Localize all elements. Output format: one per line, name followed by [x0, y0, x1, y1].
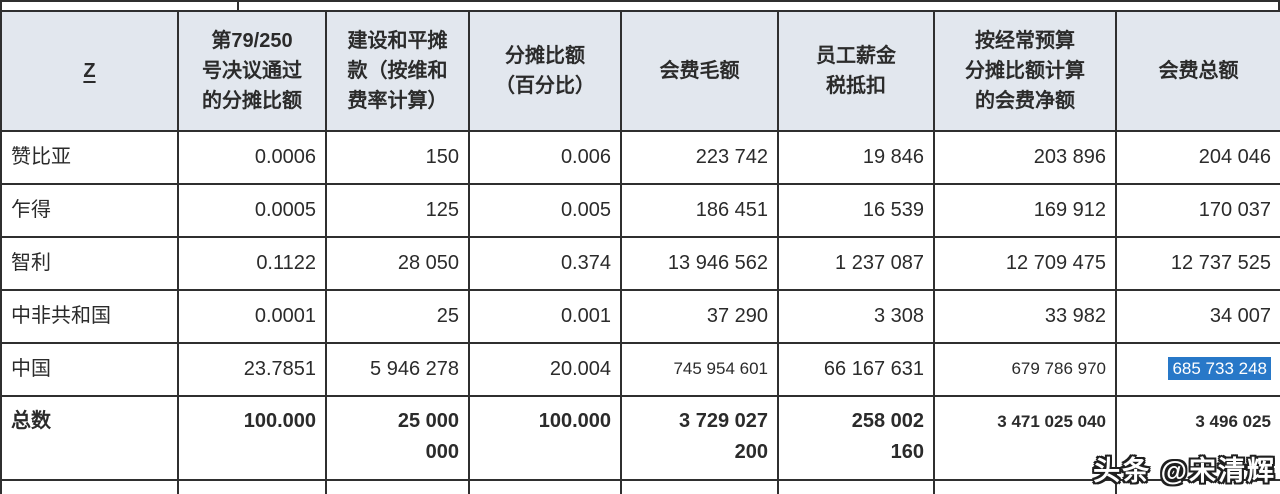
table-cell	[620, 479, 779, 494]
table-cell: 13 946 562	[620, 236, 779, 291]
table-cell: 0.0005	[177, 183, 327, 238]
top-partial-row	[0, 0, 1280, 10]
table-cell: 150	[325, 130, 470, 185]
assessment-table: Z 第79/250 号决议通过 的分摊比额 建设和平摊 款（按维和 费率计算） 分摊比…	[0, 10, 1280, 494]
column-header-label: Z	[83, 60, 96, 82]
table-cell: 745 954 601	[620, 342, 779, 397]
table-header: Z 第79/250 号决议通过 的分摊比额 建设和平摊 款（按维和 费率计算） 分摊比…	[0, 10, 1280, 132]
table-cell: 25	[325, 289, 470, 344]
table-cell: 66 167 631	[777, 342, 935, 397]
table-cell	[0, 479, 179, 494]
table-cell: 0.374	[468, 236, 622, 291]
table-cell: 203 896	[933, 130, 1117, 185]
column-header-label: 第79/250 号决议通过 的分摊比额	[202, 30, 302, 112]
table-cell: 23.7851	[177, 342, 327, 397]
row-label: 总数	[0, 395, 179, 481]
table-cell: 3 471 025 040	[933, 395, 1117, 481]
column-header-0: Z	[0, 10, 179, 132]
table-cell: 16 539	[777, 183, 935, 238]
row-label: 乍得	[0, 183, 179, 238]
table-cell: 3 496 025	[1115, 395, 1280, 481]
table-cell: 204 046	[1115, 130, 1280, 185]
table-cell	[468, 479, 622, 494]
column-header-1: 第79/250 号决议通过 的分摊比额	[177, 10, 327, 132]
row-label: 中国	[0, 342, 179, 397]
table-cell: 1 237 087	[777, 236, 935, 291]
column-header-label: 按经常预算 分摊比额计算 的会费净额	[965, 30, 1085, 112]
column-header-label: 会费毛额	[659, 60, 740, 82]
table-row-3: 中非共和国 0.0001 25 0.001 37 290 3 308 33 982 34 00…	[0, 289, 1280, 344]
table-cell: 0.005	[468, 183, 622, 238]
row-label: 中非共和国	[0, 289, 179, 344]
column-header-label: 分摊比额 （百分比）	[495, 45, 595, 97]
column-header-6: 按经常预算 分摊比额计算 的会费净额	[933, 10, 1117, 132]
table-row-0: 赞比亚 0.0006 150 0.006 223 742 19 846 203 896 204…	[0, 130, 1280, 185]
table-cell: 34 007	[1115, 289, 1280, 344]
total-row: 总数 100.000 25 000 000 100.000 3 729 027 200 2…	[0, 395, 1280, 481]
column-header-7: 会费总额	[1115, 10, 1280, 132]
table-cell: 170 037	[1115, 183, 1280, 238]
table-cell: 0.0006	[177, 130, 327, 185]
selected-value: 685 733 248	[1168, 357, 1271, 381]
table-cell: 19 846	[777, 130, 935, 185]
table-row-2: 智利 0.1122 28 050 0.374 13 946 562 1 237 087 12…	[0, 236, 1280, 291]
table-body: 赞比亚 0.0006 150 0.006 223 742 19 846 203 896 204…	[0, 130, 1280, 494]
header-row: Z 第79/250 号决议通过 的分摊比额 建设和平摊 款（按维和 费率计算） 分摊比…	[0, 10, 1280, 132]
table-cell: 0.006	[468, 130, 622, 185]
table-cell	[777, 479, 935, 494]
column-header-5: 员工薪金 税抵扣	[777, 10, 935, 132]
table-cell: 5 946 278	[325, 342, 470, 397]
table-cell: 223 742	[620, 130, 779, 185]
column-header-2: 建设和平摊 款（按维和 费率计算）	[325, 10, 470, 132]
column-header-label: 建设和平摊 款（按维和 费率计算）	[347, 30, 448, 112]
table-cell: 258 002 160	[777, 395, 935, 481]
table-cell: 0.001	[468, 289, 622, 344]
table-cell: 12 709 475	[933, 236, 1117, 291]
table-row-1: 乍得 0.0005 125 0.005 186 451 16 539 169 912 170 …	[0, 183, 1280, 238]
table-cell: 125	[325, 183, 470, 238]
table-cell	[325, 479, 470, 494]
table-cell	[177, 479, 327, 494]
bottom-partial-row	[0, 479, 1280, 494]
table-cell: 33 982	[933, 289, 1117, 344]
table-cell: 25 000 000	[325, 395, 470, 481]
table-cell: 3 729 027 200	[620, 395, 779, 481]
column-header-label: 员工薪金 税抵扣	[816, 45, 896, 97]
table-cell: 100.000	[468, 395, 622, 481]
table-cell: 37 290	[620, 289, 779, 344]
table-cell: 186 451	[620, 183, 779, 238]
table-cell: 12 737 525	[1115, 236, 1280, 291]
table-cell: 679 786 970	[933, 342, 1117, 397]
row-label: 智利	[0, 236, 179, 291]
table-cell: 20.004	[468, 342, 622, 397]
table-cell: 100.000	[177, 395, 327, 481]
column-header-3: 分摊比额 （百分比）	[468, 10, 622, 132]
table-cell: 685 733 248	[1115, 342, 1280, 397]
table-cell	[933, 479, 1117, 494]
table-cell: 0.0001	[177, 289, 327, 344]
table-cell: 0.1122	[177, 236, 327, 291]
table-cell	[1115, 479, 1280, 494]
column-header-4: 会费毛额	[620, 10, 779, 132]
row-label: 赞比亚	[0, 130, 179, 185]
table-cell: 169 912	[933, 183, 1117, 238]
table-row-4: 中国 23.7851 5 946 278 20.004 745 954 601 66 16…	[0, 342, 1280, 397]
table-cell: 28 050	[325, 236, 470, 291]
cell-divider	[237, 2, 239, 10]
table-cell: 3 308	[777, 289, 935, 344]
column-header-label: 会费总额	[1158, 60, 1239, 82]
